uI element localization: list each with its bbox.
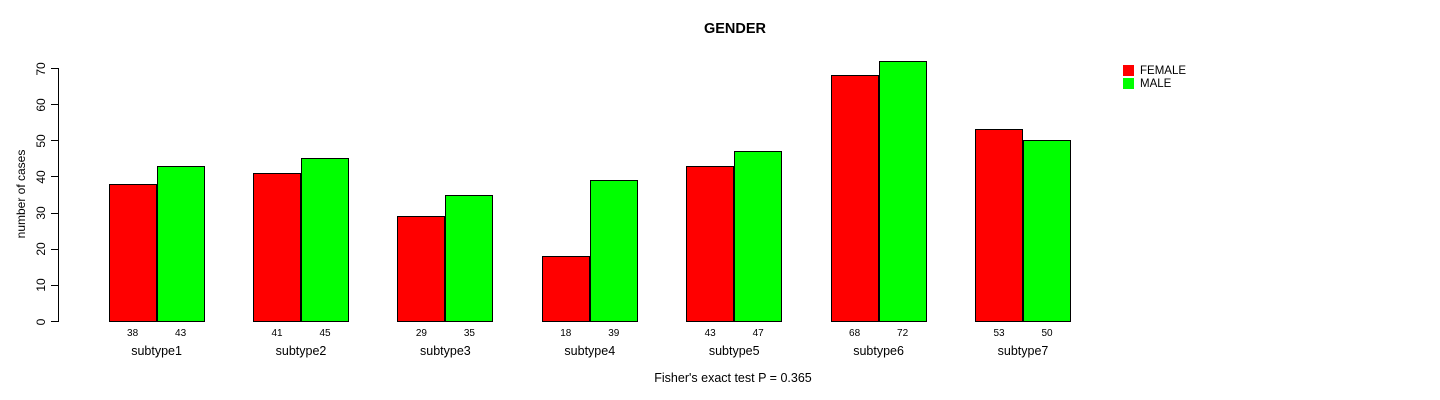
bar-value-label: 47 — [752, 328, 764, 339]
bar-value-label: 43 — [175, 328, 187, 339]
bar-female-subtype7 — [975, 129, 1023, 322]
category-label-subtype7: subtype7 — [997, 344, 1049, 358]
category-label-subtype2: subtype2 — [275, 344, 327, 358]
y-tick-label: 20 — [34, 242, 48, 256]
bar-female-subtype4 — [541, 255, 590, 322]
bar-female-subtype1 — [108, 183, 157, 322]
y-axis-line — [58, 68, 59, 322]
bar-value-label: 45 — [319, 328, 331, 339]
legend-label-female: FEMALE — [1140, 64, 1187, 77]
bar-male-subtype4 — [589, 180, 638, 322]
y-tick-label: 0 — [34, 318, 48, 325]
bar-female-subtype2 — [253, 172, 301, 322]
y-tick — [51, 176, 58, 178]
category-label-subtype5: subtype5 — [708, 344, 760, 358]
bar-value-label: 35 — [463, 328, 475, 339]
y-tick — [51, 68, 58, 69]
y-tick-label: 50 — [34, 134, 48, 148]
bar-value-label: 53 — [993, 328, 1005, 339]
y-tick-label: 60 — [34, 97, 48, 112]
chart-title: GENDER — [703, 21, 767, 37]
y-tick-label: 40 — [34, 170, 48, 184]
y-tick — [51, 104, 58, 106]
bar-value-label: 50 — [1041, 328, 1053, 339]
bar-value-label: 43 — [704, 328, 716, 339]
bar-male-subtype3 — [445, 194, 494, 322]
legend-item-female: FEMALE — [1123, 64, 1187, 77]
bar-value-label: 38 — [127, 328, 139, 339]
category-label-subtype4: subtype4 — [564, 344, 616, 358]
bar-male-subtype7 — [1023, 140, 1071, 322]
bar-value-label: 68 — [849, 328, 861, 339]
bar-female-subtype3 — [397, 216, 446, 322]
bar-male-subtype6 — [878, 60, 927, 322]
y-axis-label: number of cases — [14, 149, 28, 239]
bar-value-label: 39 — [608, 328, 620, 339]
y-tick-label: 30 — [34, 206, 48, 220]
bar-female-subtype6 — [830, 75, 879, 322]
category-label-subtype6: subtype6 — [853, 344, 904, 358]
y-tick — [51, 248, 58, 250]
legend: FEMALE MALE — [1123, 64, 1187, 90]
legend-swatch-female — [1123, 65, 1134, 76]
category-label-subtype1: subtype1 — [131, 344, 182, 358]
y-tick — [51, 321, 58, 322]
y-tick-label: 70 — [34, 61, 48, 76]
bar-male-subtype5 — [734, 151, 783, 322]
bar-male-subtype2 — [301, 158, 349, 322]
y-tick — [51, 212, 58, 214]
bar-value-label: 72 — [897, 328, 909, 339]
legend-item-male: MALE — [1123, 77, 1186, 90]
legend-label-male: MALE — [1140, 77, 1172, 90]
caption-fisher-test: Fisher's exact test P = 0.365 — [654, 371, 812, 385]
bar-male-subtype1 — [156, 165, 205, 322]
bar-value-label: 29 — [415, 328, 427, 339]
y-tick — [51, 284, 58, 286]
bar-value-label: 41 — [271, 328, 283, 339]
y-tick — [51, 140, 58, 142]
bar-value-label: 18 — [560, 328, 572, 339]
category-label-subtype3: subtype3 — [420, 344, 471, 358]
bar-female-subtype5 — [686, 165, 735, 322]
legend-swatch-male — [1123, 78, 1134, 89]
y-tick-label: 10 — [34, 278, 48, 293]
